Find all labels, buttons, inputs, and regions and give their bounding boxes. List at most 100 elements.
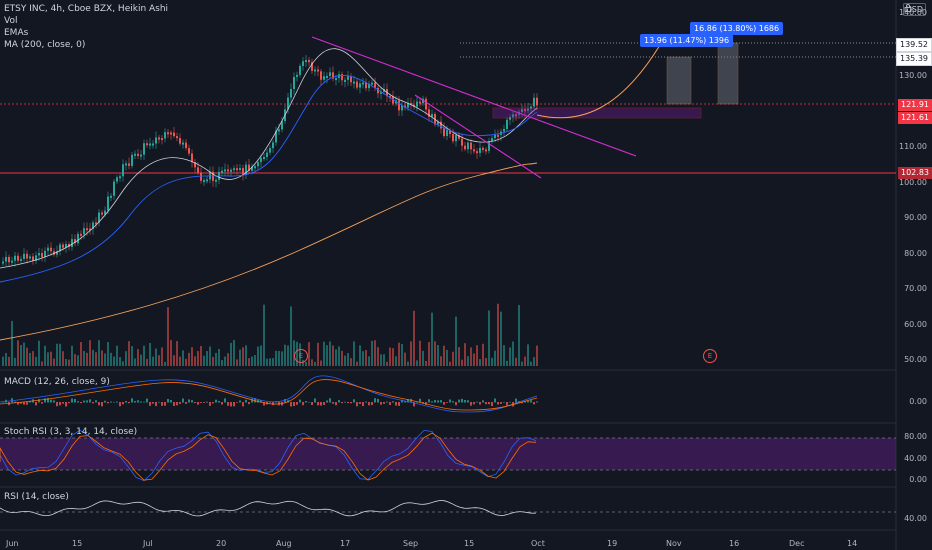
volume-bar	[56, 343, 58, 366]
volume-bar	[338, 346, 340, 366]
candle-body	[101, 212, 103, 215]
volume-bar	[521, 361, 523, 366]
rsi-label[interactable]: RSI (14, close)	[4, 492, 69, 502]
volume-bar	[377, 347, 379, 366]
volume-bar	[308, 342, 310, 366]
macd-histogram-bar	[29, 400, 31, 403]
macd-histogram-bar	[197, 402, 199, 405]
candle-body	[320, 71, 322, 80]
time-label: 17	[340, 539, 351, 548]
candle-body	[302, 61, 304, 66]
candle-body	[296, 74, 298, 77]
indicator-emas[interactable]: EMAs	[4, 28, 29, 38]
candle-body	[80, 233, 82, 236]
macd-histogram-bar	[128, 402, 130, 404]
macd-histogram-bar	[455, 402, 457, 406]
target-column-1	[666, 56, 692, 105]
macd-histogram-bar	[314, 398, 316, 403]
candle-body	[188, 148, 190, 154]
measure-label-1[interactable]: 13.96 (11.47%) 1396	[640, 34, 734, 47]
candle-body	[170, 132, 172, 135]
volume-bar	[137, 349, 139, 366]
candle-body	[344, 79, 346, 82]
macd-histogram-bar	[302, 402, 304, 406]
macd-histogram-bar	[185, 402, 187, 404]
candle-body	[275, 130, 277, 143]
macd-histogram-bar	[326, 400, 328, 403]
earnings-marker[interactable]: E	[294, 349, 308, 363]
volume-bar	[107, 342, 109, 366]
volume-bar	[59, 343, 61, 366]
macd-line	[0, 375, 538, 413]
candle-body	[314, 69, 316, 72]
candle-body	[479, 147, 481, 153]
volume-bar	[314, 361, 316, 366]
stoch-k-line	[0, 429, 537, 482]
candle-body	[536, 97, 538, 106]
volume-bar	[77, 355, 79, 366]
candle-body	[248, 164, 250, 171]
currency-label[interactable]: USD	[902, 3, 926, 16]
candle-body	[515, 114, 517, 117]
macd-histogram-bar	[533, 402, 535, 405]
volume-bar	[236, 359, 238, 366]
macd-histogram-bar	[503, 401, 505, 403]
earnings-marker[interactable]: E	[703, 349, 717, 363]
macd-histogram-bar	[134, 401, 136, 403]
candle-body	[41, 253, 43, 258]
measure-label-2[interactable]: 16.86 (13.80%) 1686	[690, 22, 784, 35]
macd-histogram-bar	[323, 402, 325, 406]
macd-histogram-bar	[461, 398, 463, 403]
lock-icon[interactable]	[904, 4, 912, 12]
macd-histogram-bar	[17, 402, 19, 405]
candle-body	[176, 136, 178, 139]
stoch-rsi-label[interactable]: Stoch RSI (3, 3, 14, 14, close)	[4, 427, 138, 437]
chart-legend: ETSY INC, 4h, Cboe BZX, Heikin Ashi Vol …	[4, 3, 168, 51]
candle-body	[68, 243, 70, 247]
macd-histogram-bar	[14, 401, 16, 403]
volume-bar	[74, 354, 76, 366]
candle-body	[113, 181, 115, 196]
volume-bar	[11, 320, 13, 366]
volume-bar	[389, 347, 391, 366]
indicator-ma200[interactable]: MA (200, close, 0)	[4, 40, 86, 50]
candle-body	[62, 244, 64, 248]
macd-histogram-bar	[506, 402, 508, 406]
volume-bar	[392, 348, 394, 366]
macd-histogram-bar	[395, 402, 397, 406]
macd-label[interactable]: MACD (12, 26, close, 9)	[4, 377, 110, 387]
candle-body	[356, 81, 358, 88]
candle-body	[140, 154, 142, 157]
ma200-line	[0, 162, 538, 341]
volume-bar	[290, 306, 292, 366]
candle-body	[407, 102, 409, 108]
candle-body	[446, 130, 448, 136]
candle-body	[182, 142, 184, 145]
candle-body	[74, 239, 76, 244]
macd-histogram-bar	[407, 399, 409, 403]
time-label: 14	[847, 539, 858, 548]
volume-bar	[407, 361, 409, 366]
candle-body	[32, 256, 34, 261]
macd-histogram-bar	[308, 401, 310, 403]
candle-body	[524, 109, 526, 112]
macd-histogram-bar	[23, 402, 25, 405]
volume-bar	[182, 350, 184, 366]
candle-body	[56, 251, 58, 255]
macd-histogram-bar	[428, 399, 430, 403]
candle-body	[332, 72, 334, 79]
volume-bar	[185, 358, 187, 366]
volume-bar	[2, 356, 4, 366]
volume-bar	[533, 357, 535, 366]
price-tick: 70.00	[904, 284, 927, 293]
candle-body	[71, 239, 73, 247]
candle-body	[401, 105, 403, 111]
macd-histogram-bar	[74, 398, 76, 403]
macd-histogram-bar	[482, 400, 484, 403]
macd-histogram-bar	[125, 400, 127, 403]
indicator-vol[interactable]: Vol	[4, 16, 18, 26]
symbol-title[interactable]: ETSY INC, 4h, Cboe BZX, Heikin Ashi	[4, 4, 169, 14]
candle-body	[149, 143, 151, 146]
macd-histogram-bar	[245, 399, 247, 403]
